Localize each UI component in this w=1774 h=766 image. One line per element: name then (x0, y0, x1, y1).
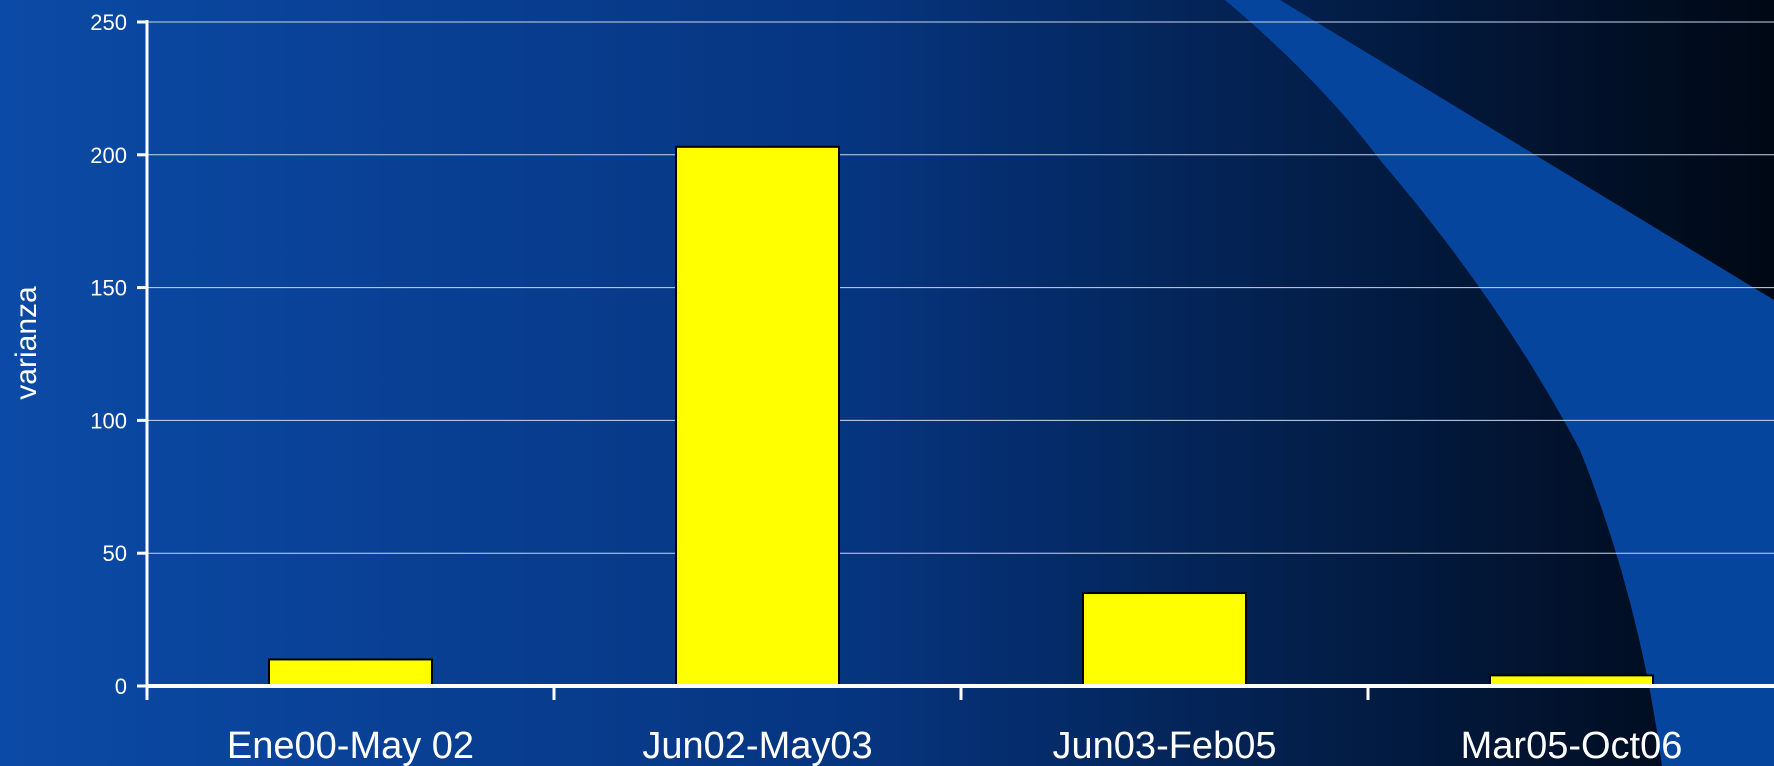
y-tick-label: 0 (115, 674, 127, 699)
x-tick-label: Jun03-Feb05 (1053, 725, 1277, 766)
gridlines (147, 21, 1774, 554)
y-tick-label: 250 (90, 10, 127, 35)
y-tick-label: 200 (90, 143, 127, 168)
background-swoosh (1225, 0, 1774, 766)
x-tick-label: Ene00-May 02 (227, 725, 474, 766)
y-tick-label: 150 (90, 276, 127, 301)
x-tick-label: Jun02-May03 (642, 725, 872, 766)
y-tick-label: 50 (103, 541, 127, 566)
y-axis-label: varianza (10, 286, 43, 400)
axes (137, 20, 1774, 700)
bar (675, 145, 840, 688)
y-tick-label: 100 (90, 408, 127, 433)
bar (268, 658, 433, 688)
y-tick-labels: 0 50 100 150 200 250 (90, 10, 127, 699)
bar (1082, 592, 1247, 687)
x-tick-labels: Ene00-May 02 Jun02-May03 Jun03-Feb05 Mar05-… (227, 725, 1682, 766)
x-tick-label: Mar05-Oct06 (1461, 725, 1683, 766)
